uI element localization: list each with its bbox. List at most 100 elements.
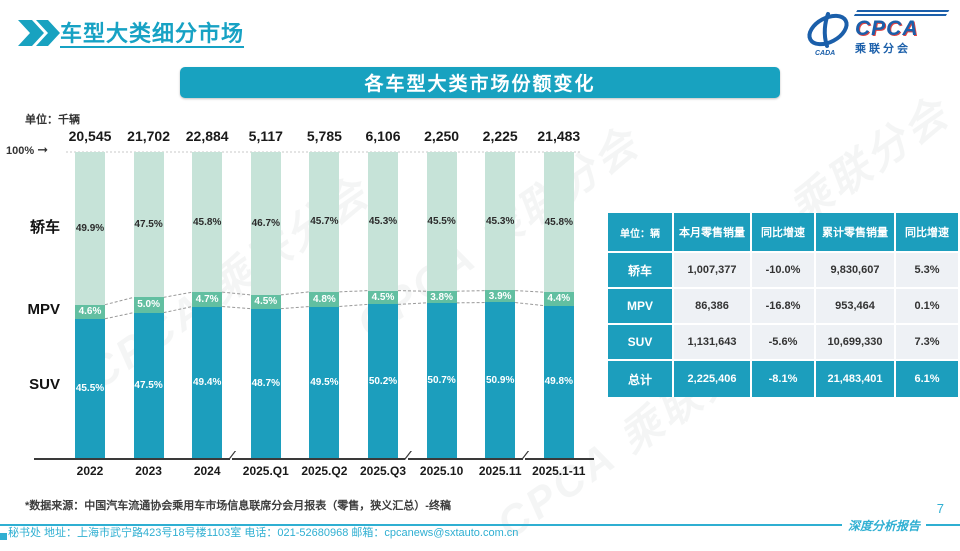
bar-2024: 45.8% 4.7% 49.4% — [192, 152, 222, 458]
table-row-label-MPV: MPV — [608, 289, 672, 323]
footer-line-short — [926, 524, 960, 526]
report-type-label: 深度分析报告 — [842, 517, 926, 534]
table-row-label-总计: 总计 — [608, 361, 672, 397]
table-cell: 5.3% — [896, 253, 958, 287]
segment-轿车: 49.9% — [75, 152, 105, 305]
table-cell: 2,225,406 — [674, 361, 750, 397]
segment-value-label: 4.4% — [547, 293, 570, 304]
segment-value-label: 4.6% — [79, 306, 102, 317]
bar-2025.10: 45.5%3.8%50.7% — [427, 152, 457, 458]
table-header-cell: 同比增速 — [752, 213, 814, 251]
segment-SUV: 48.7% — [251, 309, 281, 458]
corner-decoration — [0, 533, 7, 540]
bar-total-label: 22,884 — [175, 128, 239, 144]
segment-value-label: 50.2% — [369, 376, 397, 387]
segment-value-label: 45.8% — [545, 217, 573, 228]
bar-total-label: 6,106 — [351, 128, 415, 144]
footer-contact-info: 秘书处 地址：上海市武宁路423号18号楼1103室 电话：021-526809… — [8, 524, 518, 540]
segment-SUV: 45.5% — [75, 319, 105, 458]
axis-100-label: 100% ➞ — [6, 142, 48, 158]
segment-value-label: 45.3% — [369, 216, 397, 227]
x-axis-line — [34, 458, 594, 460]
watermark: CPCA 乘联分会 — [73, 160, 381, 401]
series-label-轿车: 轿车 — [14, 216, 60, 237]
segment-value-label: 3.9% — [489, 291, 512, 302]
x-axis-label: 2025.1-11 — [527, 464, 591, 478]
logo-stripes — [853, 10, 950, 18]
bar-2023: 47.5%5.0%47.5% — [134, 152, 164, 458]
table-cell: 1,131,643 — [674, 325, 750, 359]
segment-轿车: 46.7% — [251, 152, 281, 295]
table-header-cell: 单位：辆 — [608, 213, 672, 251]
segment-value-label: 4.5% — [372, 292, 395, 303]
table-row-label-SUV: SUV — [608, 325, 672, 359]
segment-MPV: 4.6% — [75, 305, 105, 319]
watermark: CPCA 乘联分会 — [343, 110, 651, 351]
x-axis-label: 2025.Q1 — [234, 464, 298, 478]
x-axis-label: 2025.10 — [410, 464, 474, 478]
series-label-MPV: MPV — [14, 301, 60, 318]
table-cell: 10,699,330 — [816, 325, 894, 359]
page-title: 车型大类细分市场 — [60, 16, 244, 48]
right-arrow-icon: ➞ — [37, 142, 48, 157]
table-cell: 0.1% — [896, 289, 958, 323]
table-cell: -5.6% — [752, 325, 814, 359]
segment-SUV: 49.8% — [544, 306, 574, 458]
x-axis-label: 2025.11 — [468, 464, 532, 478]
table-cell: -10.0% — [752, 253, 814, 287]
segment-轿车: 45.8% — [544, 152, 574, 292]
segment-SUV: 49.4% — [192, 307, 222, 458]
logo-cpca-text: CPCA — [855, 18, 947, 40]
segment-value-label: 45.8% — [193, 217, 221, 228]
bar-total-label: 2,250 — [410, 128, 474, 144]
table-cell: -16.8% — [752, 289, 814, 323]
segment-value-label: 45.5% — [76, 383, 104, 394]
table-cell: 6.1% — [896, 361, 958, 397]
page-number: 7 — [937, 501, 944, 516]
axis-break-mark: ⁄⁄ — [405, 448, 407, 463]
segment-轿车: 45.3% — [368, 152, 398, 291]
bar-2022: 49.9% 4.6% 45.5% — [75, 152, 105, 458]
series-label-SUV: SUV — [14, 376, 60, 393]
segment-value-label: 49.4% — [193, 377, 221, 388]
bar-2025.11: 45.3%3.9% 50.9% — [485, 152, 515, 458]
segment-value-label: 49.5% — [310, 377, 338, 388]
axis-break-mark: ⁄⁄ — [230, 448, 232, 463]
segment-value-label: 49.9% — [76, 223, 104, 234]
segment-value-label: 50.9% — [486, 375, 514, 386]
x-axis-label: 2023 — [117, 464, 181, 478]
segment-轿车: 45.3% — [485, 152, 515, 290]
segment-value-label: 45.7% — [310, 216, 338, 227]
segment-value-label: 3.8% — [430, 292, 453, 303]
table-header-cell: 累计零售销量 — [816, 213, 894, 251]
segment-MPV: 4.5% — [368, 291, 398, 305]
bar-total-label: 5,785 — [292, 128, 356, 144]
segment-MPV: 4.4% — [544, 292, 574, 305]
bar-2025.Q3: 45.3% 4.5% 50.2% — [368, 152, 398, 458]
cpca-logo: CADA CPCA 乘联分会 — [803, 8, 948, 60]
bar-2025.Q2: 45.7% 4.8% 49.5% — [309, 152, 339, 458]
segment-MPV: 3.9% — [485, 290, 515, 302]
double-chevron-icon — [16, 20, 60, 46]
segment-SUV: 50.9% — [485, 302, 515, 458]
segment-value-label: 4.7% — [196, 294, 219, 305]
segment-value-label: 48.7% — [252, 378, 280, 389]
segment-SUV: 49.5% — [309, 307, 339, 458]
segment-value-label: 4.5% — [254, 296, 277, 307]
table-cell: 953,464 — [816, 289, 894, 323]
segment-SUV: 50.7% — [427, 303, 457, 458]
segment-MPV: 5.0% — [134, 297, 164, 312]
segment-MPV: 4.8% — [309, 292, 339, 307]
bar-total-label: 20,545 — [58, 128, 122, 144]
table-header-cell: 本月零售销量 — [674, 213, 750, 251]
bar-total-label: 21,702 — [117, 128, 181, 144]
x-axis-label: 2025.Q3 — [351, 464, 415, 478]
svg-text:CADA: CADA — [815, 50, 835, 57]
segment-MPV: 4.7% — [192, 292, 222, 306]
segment-轿车: 47.5% — [134, 152, 164, 297]
bar-2025.Q1: 46.7%4.5% 48.7% — [251, 152, 281, 458]
segment-value-label: 4.8% — [313, 294, 336, 305]
data-source-note: *数据来源：中国汽车流通协会乘用车市场信息联席分会月报表（零售，狭义汇总）-终稿 — [25, 497, 451, 513]
bar-total-label: 21,483 — [527, 128, 591, 144]
